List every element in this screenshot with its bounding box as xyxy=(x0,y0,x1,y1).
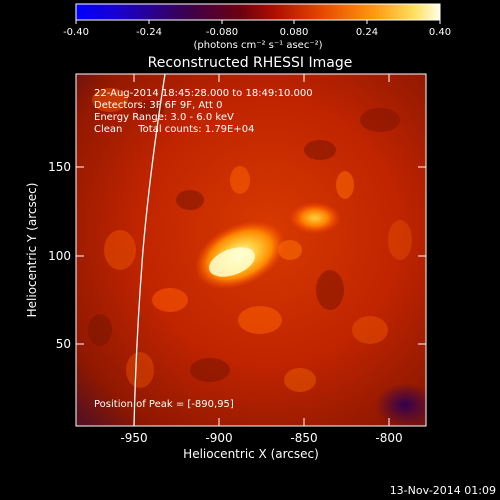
x-tick-label: -950 xyxy=(120,431,147,445)
timestamp-footer: 13-Nov-2014 01:09 xyxy=(390,484,496,497)
counts-text: Clean Total counts: 1.79E+04 xyxy=(94,124,254,135)
energy-range-text: Energy Range: 3.0 - 6.0 keV xyxy=(94,112,234,123)
time-range-text: 22-Aug-2014 18:45:28.000 to 18:49:10.000 xyxy=(94,88,313,99)
colorbar-tick-label: 0.080 xyxy=(280,27,309,38)
colorbar: -0.40 -0.24 -0.080 0.080 0.24 0.40 (phot… xyxy=(63,3,451,51)
dark-region xyxy=(375,383,426,426)
x-axis xyxy=(133,74,390,426)
colorbar-ticks xyxy=(75,20,441,24)
colorbar-tick-label: -0.40 xyxy=(63,27,89,38)
y-axis xyxy=(76,166,426,345)
secondary-source xyxy=(289,202,341,234)
y-tick-label: 100 xyxy=(48,249,71,263)
x-tick-label: -800 xyxy=(375,431,402,445)
y-tick-label: 150 xyxy=(48,160,71,174)
image-panel xyxy=(76,74,426,426)
solar-limb-line xyxy=(133,74,166,426)
colorbar-unit-label: (photons cm⁻² s⁻¹ asec⁻²) xyxy=(193,40,322,51)
info-text: 22-Aug-2014 18:45:28.000 to 18:49:10.000… xyxy=(94,88,313,135)
x-tick-label: -900 xyxy=(205,431,232,445)
x-axis-label: Heliocentric X (arcsec) xyxy=(183,447,319,461)
colorbar-tick-label: -0.080 xyxy=(206,27,238,38)
peak-position-text: Position of Peak = [-890,95] xyxy=(94,399,234,410)
plot-frame xyxy=(75,73,427,427)
x-tick-label: -850 xyxy=(290,431,317,445)
y-axis-label: Heliocentric Y (arcsec) xyxy=(25,183,39,318)
detectors-text: Detectors: 3F 6F 9F, Att 0 xyxy=(94,100,222,111)
colorbar-tick-label: 0.40 xyxy=(429,27,451,38)
y-tick-label: 50 xyxy=(56,337,71,351)
image-texture xyxy=(88,88,412,392)
colorbar-tick-label: 0.24 xyxy=(356,27,378,38)
plot-title: Reconstructed RHESSI Image xyxy=(148,55,353,71)
colorbar-tick-label: -0.24 xyxy=(136,27,162,38)
